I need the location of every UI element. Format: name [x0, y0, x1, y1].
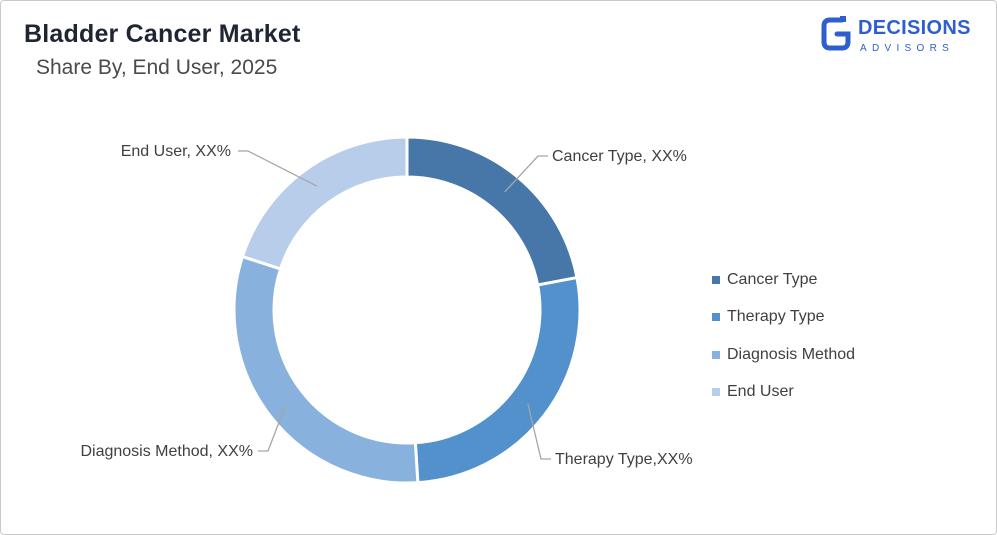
- legend-item: End User: [712, 383, 855, 402]
- legend-label: End User: [727, 383, 794, 400]
- legend-swatch: [712, 313, 720, 321]
- leader-line: [504, 155, 548, 193]
- chart-title: Bladder Cancer Market: [24, 20, 301, 48]
- leader-line: [258, 403, 287, 452]
- logo-mark-icon: [821, 16, 851, 51]
- legend-item: Therapy Type: [712, 308, 855, 327]
- legend-item: Diagnosis Method: [712, 345, 855, 364]
- logo-subtext: ADVISORS: [860, 43, 955, 54]
- legend-swatch: [712, 350, 720, 359]
- legend-label: Cancer Type: [727, 270, 818, 288]
- leader-line: [527, 403, 551, 460]
- legend-item: Cancer Type: [712, 270, 855, 289]
- data-label: Diagnosis Method, XX%: [80, 443, 253, 460]
- data-label: Therapy Type,XX%: [555, 451, 693, 468]
- data-label: End User, XX%: [121, 143, 231, 160]
- chart-legend: Cancer Type Therapy Type Diagnosis Method E…: [712, 270, 855, 420]
- leader-line: [238, 150, 318, 187]
- donut-slice-diagnosis-method: [232, 254, 420, 485]
- legend-label: Diagnosis Method: [727, 345, 856, 363]
- legend-swatch: [712, 388, 720, 396]
- decisions-advisors-logo: DECISIONS ADVISORS: [820, 14, 980, 58]
- logo-wordmark: DECISIONS: [858, 17, 971, 39]
- chart-subtitle: Share By, End User, 2025: [36, 56, 278, 79]
- data-label: Cancer Type, XX%: [552, 148, 687, 165]
- legend-label: Therapy Type: [727, 308, 825, 325]
- legend-swatch: [712, 275, 720, 284]
- donut-slice-end-user: [240, 135, 409, 271]
